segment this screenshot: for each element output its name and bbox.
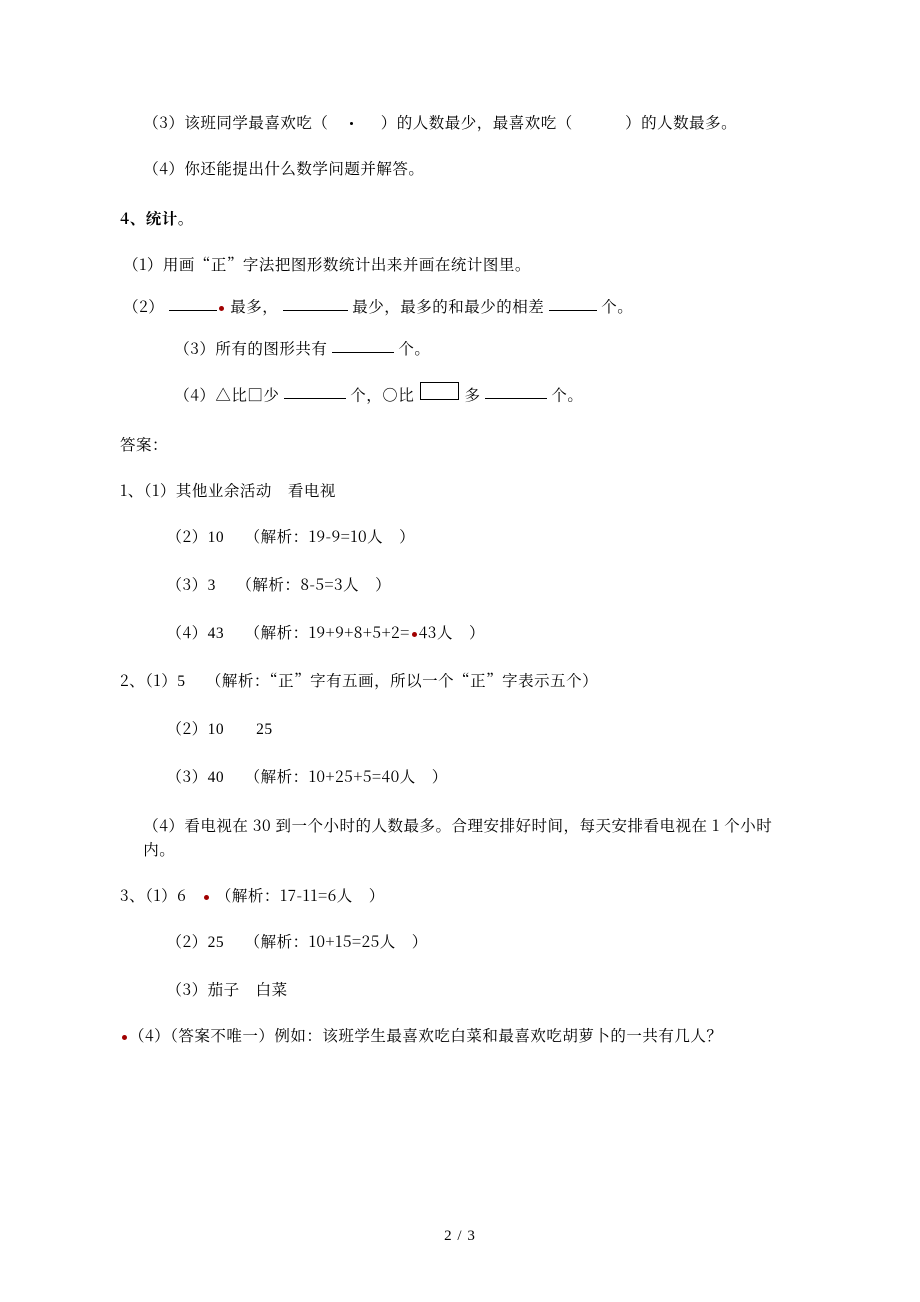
a3-2-val: 25 [208,934,225,951]
q4-4-box [420,382,459,400]
answers-label: 答案： [120,432,800,456]
a1-3-label: （3） [167,573,208,595]
q4-1: （1）用画“正”字法把图形数统计出来并画在统计图里。 [120,252,800,276]
q3-3-mid: ）的人数最少，最喜欢吃（ [381,111,573,133]
a1-2: （2）10 （解析：19-9=10人 ） [120,524,800,550]
q4-4-post: 多 [464,383,480,405]
a3-1: 3、（1）6 （解析：17-11=6人 ） [120,883,800,907]
q3-3-end: ）的人数最多。 [625,111,737,133]
q4-4-end: 个。 [551,383,583,405]
a1-4: （4）43 （解析：19+9+8+5+2= 43人 ） [120,620,800,646]
a2-1: 2、（1）5 （解析：“正”字有五画，所以一个“正”字表示五个） [120,668,800,694]
red-dot-icon [122,1035,127,1040]
a1-4-expl-pre: （解析：19+9+8+5+2= [245,621,410,643]
red-dot-icon [219,306,224,311]
a3-4: （4）（答案不唯一）例如：该班学生最喜欢吃白菜和最喜欢吃胡萝卜的一共有几人？ [120,1023,800,1047]
page-footer: 2 / 3 [0,1225,920,1248]
a2-1-expl: （解析：“正”字有五画，所以一个“正”字表示五个） [206,669,598,691]
a2-4: （4）看电视在 30 到一个小时的人数最多。合理安排好时间，每天安排看电视在 1… [120,813,800,861]
a2-2-vals: 10 25 [208,721,273,738]
q3-4: （4）你还能提出什么数学问题并解答。 [120,156,800,180]
q4-2-end: 个。 [601,295,633,317]
q4-2-mid1: 最多， [230,295,278,317]
a3-2-expl: （解析：10+15=25人 ） [245,930,428,952]
a1-3-val: 3 [208,577,216,594]
a3-2: （2）25 （解析：10+15=25人 ） [120,929,800,955]
q4-2-blank2 [283,294,348,311]
a3-2-label: （2） [167,930,208,952]
red-dot-icon [412,632,417,637]
a1-1: 1、（1）其他业余活动 看电视 [120,478,800,502]
a1-4-label: （4） [167,621,208,643]
q4-2: （2） 最多， 最少，最多的和最少的相差 个。 [120,294,800,318]
a1-3: （3）3 （解析：8-5=3人 ） [120,572,800,598]
q4-4-mid: 个，○比 [350,383,414,405]
a2-3: （3）40 （解析：10+25+5=40人 ） [120,764,800,790]
a1-4-val: 43 [208,625,225,642]
a1-4-expl-post: 43人 ） [419,621,485,643]
q4-3-end: 个。 [398,337,430,359]
q4-4-pre: （4）△比□少 [174,383,279,405]
q4-2-mid2: 最少，最多的和最少的相差 [352,295,544,317]
q3-3-blank1 [333,111,376,133]
a1-2-label: （2） [167,525,208,547]
a2-2-label: （2） [167,717,208,739]
q4-2-blank3 [549,294,597,311]
a3-4-text: （4）（答案不唯一）例如：该班学生最喜欢吃白菜和最喜欢吃胡萝卜的一共有几人？ [129,1024,722,1046]
a1-3-expl: （解析：8-5=3人 ） [236,573,391,595]
q3-3: （3）该班同学最喜欢吃（ ）的人数最少，最喜欢吃（ ）的人数最多。 [120,110,800,134]
a2-1-val: 5 [177,673,185,690]
a3-1-label: 3、（1）6 [120,884,202,906]
a2-2: （2）10 25 [120,716,800,742]
q4-3-blank [332,336,394,353]
q3-3-blank2 [577,111,620,133]
q4-head: 4、统计。 [120,206,800,230]
a2-3-label: （3） [167,765,208,787]
q4-3: （3）所有的图形共有 个。 [120,336,800,360]
a1-2-expl: （解析：19-9=10人 ） [245,525,416,547]
q4-4-blank2 [485,382,547,399]
q4-4-blank1 [284,382,346,399]
a3-1-expl: （解析：17-11=6人 ） [216,884,385,906]
q4-2-blank1 [169,294,217,311]
q3-3-pre: （3）该班同学最喜欢吃（ [143,111,328,133]
a2-1-label: 2、（1） [120,669,177,691]
a3-3: （3）茄子 白菜 [120,977,800,1001]
a1-2-val: 10 [208,529,225,546]
q4-2-label: （2） [123,295,164,317]
q4-3-pre: （3）所有的图形共有 [174,337,327,359]
a2-3-expl: （解析：10+25+5=40人 ） [245,765,448,787]
red-dot-icon [204,895,209,900]
a2-3-val: 40 [208,769,225,786]
page: （3）该班同学最喜欢吃（ ）的人数最少，最喜欢吃（ ）的人数最多。 （4）你还能… [0,0,920,1302]
q4-4: （4）△比□少 个，○比 多 个。 [120,382,800,406]
